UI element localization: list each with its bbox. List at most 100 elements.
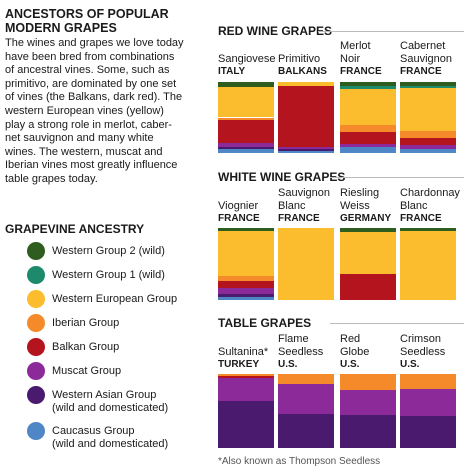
panel-rule (318, 31, 464, 32)
legend-swatch (27, 422, 45, 440)
bar (400, 82, 456, 153)
bar-segment (340, 274, 396, 300)
bar-segment (218, 149, 274, 153)
bar-segment (400, 130, 456, 139)
legend-label: Muscat Group (52, 365, 122, 377)
category-label: Merlot Noir (340, 40, 371, 65)
country-label: FRANCE (278, 213, 320, 224)
legend-swatch (27, 338, 45, 356)
intro-line: The wines and grapes we love today (5, 37, 184, 49)
bar-segment (218, 376, 274, 379)
intro-line: net sauvignon and many white (5, 132, 154, 145)
bar-segment (218, 288, 274, 295)
bar-segment (218, 230, 274, 276)
category-label: Chardonnay Blanc (400, 187, 460, 212)
bar (218, 82, 274, 153)
category-label: Cabernet Sauvignon (400, 40, 452, 65)
legend-label: Western Asian Group (52, 389, 157, 401)
bar-segment (218, 86, 274, 118)
bar-segment (340, 228, 396, 233)
bar (340, 82, 396, 153)
bar-segment (340, 144, 396, 148)
bar-segment (218, 147, 274, 150)
bar-segment (340, 390, 396, 415)
category-label: Riesling Weiss (340, 187, 380, 212)
title: MODERN GRAPES (5, 21, 117, 35)
bar (218, 374, 274, 448)
bar (400, 228, 456, 300)
bar (218, 228, 274, 300)
bar-segment (218, 143, 274, 148)
bar-segment (400, 145, 456, 149)
category-label: Sultanina* (218, 345, 269, 358)
bar-segment (340, 414, 396, 448)
legend-swatch (27, 362, 45, 380)
bar-segment (400, 148, 456, 153)
bar-segment (340, 82, 396, 87)
intro-line: primitivo, are dominated by one set (5, 77, 177, 90)
country-label: U.S. (400, 359, 420, 370)
bar (278, 82, 334, 153)
bar-segment (218, 119, 274, 144)
country-label: FRANCE (400, 66, 442, 77)
category-label: Primitivo (278, 52, 321, 65)
bar-segment (278, 384, 334, 414)
country-label: ITALY (218, 66, 246, 77)
panel-title: RED WINE GRAPES (218, 24, 333, 38)
bar-segment (340, 131, 396, 145)
bar-segment (278, 86, 334, 148)
bar-segment (400, 230, 456, 300)
legend-label: Caucasus Group (52, 425, 135, 437)
bar-segment (278, 147, 334, 150)
intro-line: of ancestral vines. Some, such as (5, 64, 170, 77)
bar-segment (400, 388, 456, 417)
bar-segment (340, 89, 396, 125)
bar-segment (400, 416, 456, 448)
panel-title: WHITE WINE GRAPES (218, 170, 346, 184)
category-label: Sangiovese (218, 52, 276, 65)
legend-note: (wild and domesticated) (52, 438, 169, 450)
country-label: U.S. (340, 359, 360, 370)
legend-swatch (27, 242, 45, 260)
bar-segment (218, 228, 274, 231)
legend-note: (wild and domesticated) (52, 402, 169, 414)
bar (400, 374, 456, 448)
bar-segment (218, 82, 274, 87)
country-label: FRANCE (218, 213, 260, 224)
category-label: Sauvignon Blanc (278, 187, 330, 212)
country-label: U.S. (278, 359, 298, 370)
category-label: Crimson Seedless (400, 333, 446, 358)
legend-label: Western Group 1 (wild) (52, 269, 165, 281)
bar-segment (218, 275, 274, 282)
panel-rule (330, 177, 464, 178)
legend-swatch (27, 386, 45, 404)
bar (278, 374, 334, 448)
bar-segment (218, 117, 274, 120)
bar-segment (340, 124, 396, 132)
bar-segment (340, 374, 396, 391)
bar-segment (218, 374, 274, 377)
intro-line: western European vines (yellow) (5, 105, 164, 117)
legend-label: Iberian Group (52, 317, 120, 329)
bar-segment (278, 82, 334, 87)
country-label: BALKANS (278, 66, 327, 77)
bar-segment (340, 147, 396, 153)
bar-segment (278, 413, 334, 448)
bar-segment (278, 150, 334, 153)
legend-swatch (27, 314, 45, 332)
legend-label: Western Group 2 (wild) (52, 245, 165, 257)
bar-segment (400, 88, 456, 131)
legend-label: Western European Group (52, 293, 178, 305)
bar-segment (218, 294, 274, 298)
country-label: FRANCE (400, 213, 442, 224)
bar-segment (340, 232, 396, 275)
category-label: Red Globe (340, 333, 370, 358)
bar-segment (340, 86, 396, 90)
intro-line: table grapes today. (5, 173, 98, 185)
legend-swatch (27, 266, 45, 284)
panel-rule (330, 323, 464, 324)
footnote: *Also known as Thompson Seedless (218, 456, 381, 467)
bar-segment (278, 228, 334, 300)
bar-segment (218, 401, 274, 448)
